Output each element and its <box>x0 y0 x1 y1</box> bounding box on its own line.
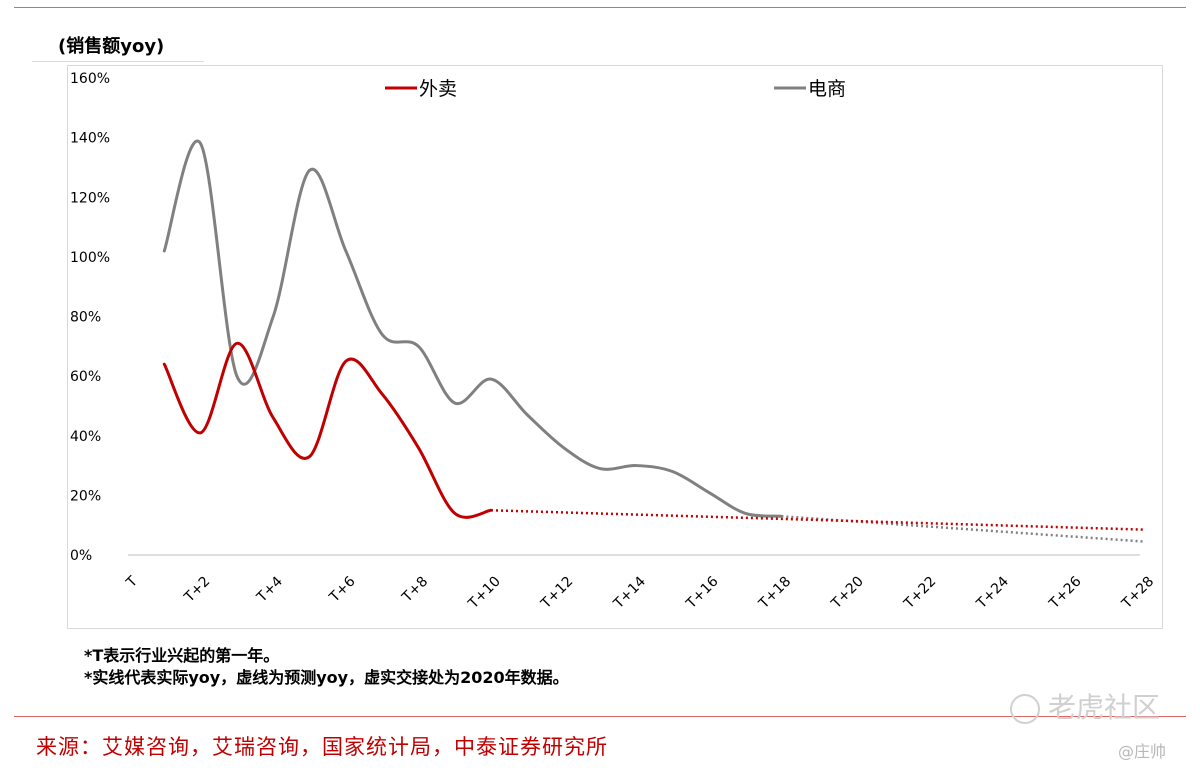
chart-label: (销售额yoy) <box>58 36 165 57</box>
x-tick-label: T+18 <box>755 574 794 613</box>
x-tick-label: T+28 <box>1118 574 1157 613</box>
source-text: 来源：艾媒咨询，艾瑞咨询，国家统计局，中泰证券研究所 <box>36 735 608 759</box>
y-tick-label: 80% <box>70 310 101 326</box>
bottom-rule <box>14 716 1186 717</box>
legend-dianshang-label: 电商 <box>808 78 846 100</box>
note-1: *T表示行业兴起的第一年。 <box>84 646 280 665</box>
chart-label-box <box>32 22 204 62</box>
legend-waimai-label: 外卖 <box>419 78 457 100</box>
x-tick-label: T+2 <box>181 574 214 607</box>
y-tick-label: 140% <box>70 131 110 147</box>
series-dianshang-forecast-line <box>781 514 1145 543</box>
watermark: 老虎社区 <box>1010 686 1160 726</box>
author-handle: @庄帅 <box>1118 742 1167 761</box>
note-2: *实线代表实际yoy，虚线为预测yoy，虚实交接处为2020年数据。 <box>84 668 569 687</box>
watermark-text: 老虎社区 <box>1048 691 1161 724</box>
x-tick-label: T+16 <box>683 573 722 612</box>
y-tick-label: 60% <box>70 369 101 385</box>
x-tick-label: T+14 <box>610 573 649 612</box>
x-tick-label: T+22 <box>900 574 939 613</box>
x-tick-label: T+10 <box>465 574 504 613</box>
watermark-logo-icon <box>1010 694 1040 724</box>
series-dianshang-actual-line <box>162 139 783 518</box>
y-tick-label: 40% <box>70 429 101 445</box>
series-waimai-actual-line <box>162 341 493 519</box>
x-tick-label: T+12 <box>537 574 576 613</box>
x-tick-label: T+24 <box>973 573 1012 612</box>
chart-notes: *T表示行业兴起的第一年。 *实线代表实际yoy，虚线为预测yoy，虚实交接处为… <box>84 645 569 689</box>
y-tick-label: 160% <box>70 71 110 87</box>
y-tick-label: 20% <box>70 488 101 504</box>
y-tick-label: 100% <box>70 250 110 266</box>
x-tick-label: T+6 <box>326 573 359 606</box>
plot-frame <box>67 65 1163 629</box>
x-tick-label: T+8 <box>399 574 432 607</box>
y-tick-label: 120% <box>70 190 110 206</box>
x-tick-label: T+26 <box>1046 573 1085 612</box>
y-tick-label: 0% <box>70 548 92 564</box>
x-tick-label: T <box>123 573 141 591</box>
top-rule <box>14 7 1186 8</box>
x-tick-label: T+4 <box>253 573 286 606</box>
series-waimai-forecast-line <box>490 509 1145 531</box>
x-tick-label: T+20 <box>828 574 867 613</box>
